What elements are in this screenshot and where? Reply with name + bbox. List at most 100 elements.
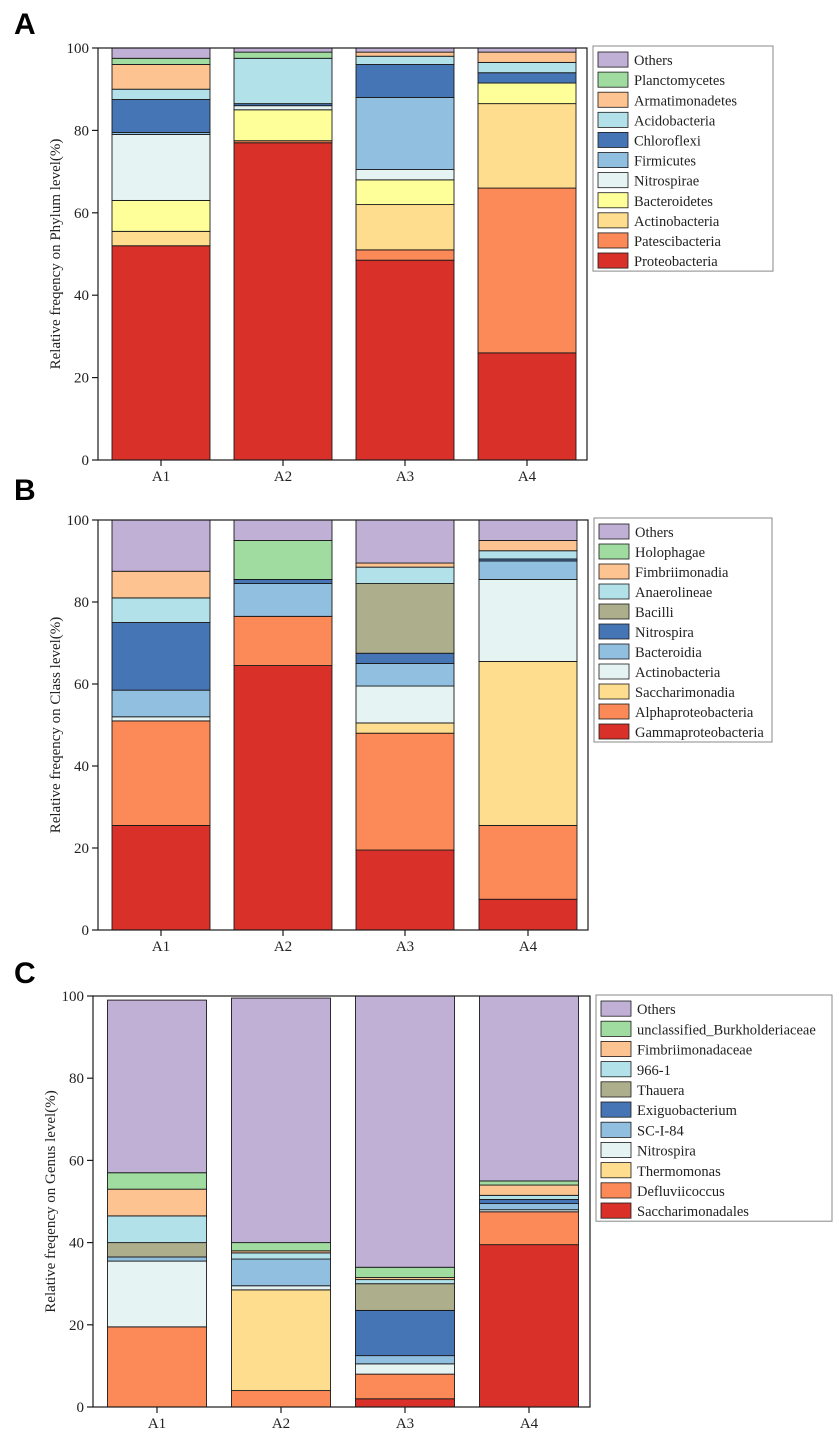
bar-segment-b-a3-nitrospira [355,652,455,664]
x-tick-label-c-a1: A1 [148,1416,166,1432]
bar-segment-c-a2-sc-i-84 [231,1258,331,1287]
bar-segment-a-a3-firmicutes [355,96,455,170]
bar-segment-a-a3-chloroflexi [355,64,455,98]
bar-segment-a-a1-actinobacteria [111,230,211,247]
bar-segment-a-a2-nitrospirae [233,105,333,111]
bar-segment-c-a2-nitrospira [231,1285,331,1291]
bar-segment-c-a3-sc-i-84 [355,1355,455,1365]
x-tick-label-b-a1: A1 [152,939,170,955]
legend-label-c-nitrospira: Nitrospira [637,1144,696,1160]
legend-label-b-others: Others [635,525,674,541]
bar-segment-a-a3-nitrospirae [355,169,455,181]
bar-segment-c-a2-thermomonas [231,1289,331,1392]
bar-segment-b-a2-others [233,519,333,541]
y-tick-label-b-40: 40 [74,759,89,775]
bar-segment-c-a3-exiguobacterium [355,1309,455,1357]
legend-label-b-anaerolineae: Anaerolineae [635,585,712,601]
bar-segment-a-a3-others [355,47,455,53]
legend-swatch-c-exiguobacterium [600,1101,632,1118]
bar-segment-c-a3-966-1 [355,1279,455,1285]
legend-label-c-defluviicoccus: Defluviicoccus [637,1184,725,1200]
bar-segment-c-a1-nitrospira [107,1260,207,1328]
bar-segment-a-a1-others [111,47,211,59]
x-tick-label-b-a2: A2 [274,939,292,955]
x-tick-label-c-a3: A3 [396,1416,414,1432]
legend-label-a-acidobacteria: Acidobacteria [634,113,716,129]
bar-segment-c-a3-saccharimonadales [355,1398,455,1408]
legend-label-b-bacilli: Bacilli [635,605,674,621]
legend-swatch-b-bacteroidia [598,643,630,660]
x-tick-label-a-a1: A1 [152,469,170,485]
bar-segment-a-a2-others [233,47,333,53]
bar-segment-b-a4-saccharimonadia [478,661,578,826]
bar-segment-b-a3-bacteroidia [355,663,455,687]
y-tick-label-a-20: 20 [74,371,89,387]
legend-swatch-c-others [600,1000,632,1017]
legend-swatch-c-thermomonas [600,1162,632,1179]
bar-segment-b-a4-alphaproteobacteria [478,825,578,900]
bar-segment-b-a2-bacteroidia [233,583,333,617]
bar-segment-a-a1-nitrospirae [111,134,211,201]
bar-segment-b-a1-bacteroidia [111,689,211,718]
y-axis-label-b: Relative freqency on Class level(%) [48,617,64,834]
legend-label-c-thermomonas: Thermomonas [637,1164,721,1180]
bar-segment-a-a4-others [477,47,577,53]
legend-swatch-c-sc-i-84 [600,1121,632,1138]
bar-segment-c-a2-966-1 [231,1252,331,1260]
bar-segment-a-a3-patescibacteria [355,249,455,261]
bar-segment-c-a1-others [107,999,207,1174]
legend-swatch-a-chloroflexi [597,131,629,148]
legend-swatch-a-nitrospirae [597,172,629,189]
bar-segment-a-a1-armatimonadetes [111,64,211,90]
legend-swatch-a-actinobacteria [597,212,629,229]
bar-segment-c-a3-others [355,995,455,1268]
x-tick-label-a-a4: A4 [518,469,537,485]
bar-segment-c-a3-unclassified-burkholderiaceae [355,1266,455,1278]
y-tick-label-b-60: 60 [74,677,89,693]
legend-label-c-unclassified-burkholderiaceae: unclassified_Burkholderiaceae [637,1022,816,1038]
legend-label-b-gammaproteobacteria: Gammaproteobacteria [635,725,764,741]
bar-segment-a-a1-bacteroidetes [111,199,211,232]
bar-segment-b-a1-gammaproteobacteria [111,825,211,931]
legend-swatch-b-gammaproteobacteria [598,723,630,740]
plot-frame-c [92,995,591,1408]
bar-segment-c-a4-defluviicoccus [479,1211,579,1246]
legend-swatch-a-patescibacteria [597,232,629,249]
legend-label-a-patescibacteria: Patescibacteria [634,234,722,250]
bar-segment-a-a3-actinobacteria [355,204,455,251]
bar-segment-c-a1-sc-i-84 [107,1256,207,1262]
y-tick-label-c-0: 0 [77,1400,85,1416]
bar-segment-a-a2-proteobacteria [233,142,333,461]
bar-segment-a-a1-chloroflexi [111,99,211,133]
bar-segment-b-a2-alphaproteobacteria [233,615,333,666]
y-tick-label-c-100: 100 [62,989,85,1005]
legend-label-b-holophagae: Holophagae [635,545,705,561]
x-tick-label-c-a4: A4 [520,1416,539,1432]
x-tick-label-b-a3: A3 [396,939,414,955]
legend-swatch-c-thauera [600,1081,632,1098]
legend-swatch-b-alphaproteobacteria [598,703,630,720]
legend-swatch-a-bacteroidetes [597,192,629,209]
legend-label-c-966-1: 966-1 [637,1063,671,1079]
bar-segment-a-a4-patescibacteria [477,187,577,354]
panel-label-a: A [14,8,36,41]
bar-segment-b-a1-fimbriimonadia [111,570,211,599]
legend-label-a-nitrospirae: Nitrospirae [634,174,699,190]
bar-segment-b-a3-alphaproteobacteria [355,732,455,851]
bar-segment-a-a4-chloroflexi [477,72,577,84]
bar-segment-b-a4-anaerolineae [478,550,578,560]
bar-segment-c-a3-defluviicoccus [355,1373,455,1400]
bar-segment-c-a1-defluviicoccus [107,1326,207,1408]
bar-segment-a-a3-acidobacteria [355,55,455,65]
legend-swatch-c-nitrospira [600,1142,632,1159]
legend-swatch-b-actinobacteria [598,663,630,680]
legend-swatch-a-planctomycetes [597,71,629,88]
bar-segment-b-a3-actinobacteria [355,685,455,724]
bar-segment-a-a3-proteobacteria [355,259,455,461]
bar-segment-a-a1-acidobacteria [111,88,211,100]
y-tick-label-b-0: 0 [82,923,90,939]
bar-segment-b-a4-fimbriimonadia [478,540,578,552]
y-axis-label-c: Relative freqency on Genus level(%) [43,1090,59,1312]
y-tick-label-c-80: 80 [69,1071,84,1087]
